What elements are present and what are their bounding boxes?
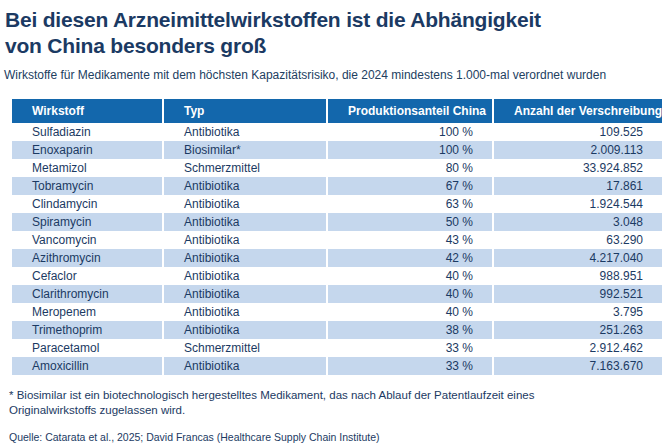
- table-cell: Antibiotika: [163, 177, 327, 195]
- table-row: MeropenemAntibiotika40 %3.795: [12, 303, 662, 321]
- table-cell: 3.048: [493, 213, 662, 231]
- table-cell: Vancomycin: [12, 231, 163, 249]
- table-row: CefaclorAntibiotika40 %988.951: [12, 267, 662, 285]
- column-header-typ: Typ: [163, 99, 327, 123]
- table-row: TobramycinAntibiotika67 %17.861: [12, 177, 662, 195]
- table-cell: 63 %: [327, 195, 493, 213]
- table-cell: 43 %: [327, 231, 493, 249]
- table-cell: 2.912.462: [493, 339, 662, 357]
- table-cell: 2.009.113: [493, 141, 662, 159]
- table-row: AzithromycinAntibiotika42 %4.217.040: [12, 249, 662, 267]
- table-row: MetamizolSchmerzmittel80 %33.924.852: [12, 159, 662, 177]
- table-cell: 42 %: [327, 249, 493, 267]
- table-cell: Sulfadiazin: [12, 123, 163, 141]
- table-cell: 3.795: [493, 303, 662, 321]
- table-row: EnoxaparinBiosimilar*100 %2.009.113: [12, 141, 662, 159]
- table-cell: 33 %: [327, 357, 493, 375]
- table-cell: Tobramycin: [12, 177, 163, 195]
- table-cell: Clindamycin: [12, 195, 163, 213]
- table-cell: 992.521: [493, 285, 662, 303]
- table-header: Wirkstoff Typ Produktionsanteil China An…: [12, 99, 662, 123]
- table-cell: Antibiotika: [163, 357, 327, 375]
- chart-title: Bei diesen Arzneimittelwirkstoffen ist d…: [5, 7, 662, 59]
- table-cell: 7.163.670: [493, 357, 662, 375]
- table-cell: Schmerzmittel: [163, 339, 327, 357]
- table-cell: 988.951: [493, 267, 662, 285]
- table-cell: Antibiotika: [163, 321, 327, 339]
- table-cell: Antibiotika: [163, 303, 327, 321]
- table-cell: Antibiotika: [163, 285, 327, 303]
- table-cell: 40 %: [327, 267, 493, 285]
- chart-title-line1: Bei diesen Arzneimittelwirkstoffen ist d…: [5, 8, 541, 31]
- table-cell: 33.924.852: [493, 159, 662, 177]
- table-cell: 100 %: [327, 141, 493, 159]
- infographic: Bei diesen Arzneimittelwirkstoffen ist d…: [0, 0, 668, 444]
- table-cell: 80 %: [327, 159, 493, 177]
- table-cell: 67 %: [327, 177, 493, 195]
- table-row: ClarithromycinAntibiotika40 %992.521: [12, 285, 662, 303]
- table-row: AmoxicillinAntibiotika33 %7.163.670: [12, 357, 662, 375]
- table-cell: Meropenem: [12, 303, 163, 321]
- table-cell: Enoxaparin: [12, 141, 163, 159]
- table-body: SulfadiazinAntibiotika100 %109.525Enoxap…: [12, 123, 662, 375]
- table-cell: Schmerzmittel: [163, 159, 327, 177]
- column-header-verschreibungen: Anzahl der Verschreibungen: [493, 99, 662, 123]
- table-cell: 100 %: [327, 123, 493, 141]
- table-cell: Clarithromycin: [12, 285, 163, 303]
- table-row: SulfadiazinAntibiotika100 %109.525: [12, 123, 662, 141]
- table-row: TrimethoprimAntibiotika38 %251.263: [12, 321, 662, 339]
- table-cell: Paracetamol: [12, 339, 163, 357]
- table-row: ParacetamolSchmerzmittel33 %2.912.462: [12, 339, 662, 357]
- table-cell: 4.217.040: [493, 249, 662, 267]
- table-row: ClindamycinAntibiotika63 %1.924.544: [12, 195, 662, 213]
- table-cell: 63.290: [493, 231, 662, 249]
- table-row: SpiramycinAntibiotika50 %3.048: [12, 213, 662, 231]
- table-row: VancomycinAntibiotika43 %63.290: [12, 231, 662, 249]
- table-cell: 109.525: [493, 123, 662, 141]
- chart-subtitle: Wirkstoffe für Medikamente mit dem höchs…: [4, 68, 662, 83]
- table-cell: Cefaclor: [12, 267, 163, 285]
- table-cell: 38 %: [327, 321, 493, 339]
- table-cell: 33 %: [327, 339, 493, 357]
- table-cell: Antibiotika: [163, 213, 327, 231]
- table-cell: 17.861: [493, 177, 662, 195]
- table-cell: 50 %: [327, 213, 493, 231]
- chart-title-line2: von China besonders groß: [5, 34, 266, 57]
- table-cell: Trimethoprim: [12, 321, 163, 339]
- table-cell: Azithromycin: [12, 249, 163, 267]
- table-cell: Amoxicillin: [12, 357, 163, 375]
- data-table: Wirkstoff Typ Produktionsanteil China An…: [12, 99, 662, 375]
- source-line: Quelle: Catarata et al., 2025; David Fra…: [9, 431, 662, 444]
- table-cell: 1.924.544: [493, 195, 662, 213]
- table-cell: Metamizol: [12, 159, 163, 177]
- column-header-produktionsanteil: Produktionsanteil China: [327, 99, 493, 123]
- table-cell: Biosimilar*: [163, 141, 327, 159]
- table-cell: Antibiotika: [163, 195, 327, 213]
- table-cell: 40 %: [327, 285, 493, 303]
- table-cell: Antibiotika: [163, 231, 327, 249]
- table-cell: 251.263: [493, 321, 662, 339]
- table-cell: 40 %: [327, 303, 493, 321]
- column-header-wirkstoff: Wirkstoff: [12, 99, 163, 123]
- table-header-row: Wirkstoff Typ Produktionsanteil China An…: [12, 99, 662, 123]
- table-cell: Antibiotika: [163, 267, 327, 285]
- table-cell: Antibiotika: [163, 249, 327, 267]
- table-cell: Spiramycin: [12, 213, 163, 231]
- footnote: * Biosimilar ist ein biotechnologisch he…: [9, 388, 557, 418]
- table-cell: Antibiotika: [163, 123, 327, 141]
